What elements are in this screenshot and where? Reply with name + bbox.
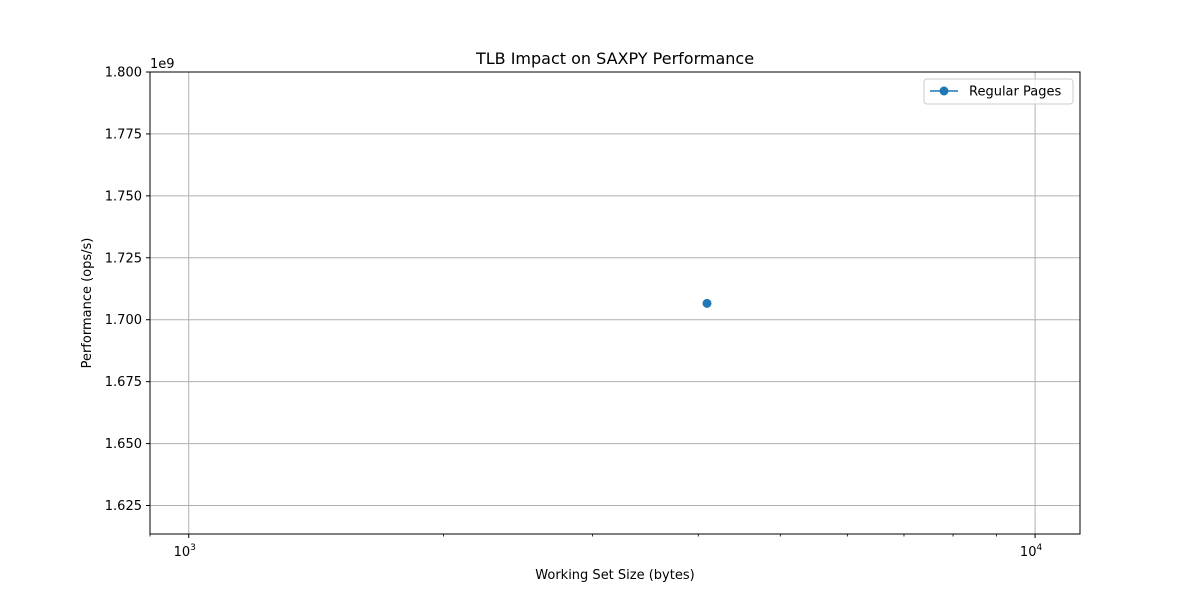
x-axis-label: Working Set Size (bytes): [535, 568, 694, 583]
x-axis-ticks: 103 104: [174, 534, 1043, 560]
y-tick-label: 1.650: [105, 437, 142, 452]
legend-frame: [923, 78, 1074, 105]
y-axis-ticks: 1.625 1.650 1.675 1.700 1.725 1.750 1.775 1.800: [105, 66, 150, 514]
y-tick-label: 1.625: [105, 499, 142, 514]
y-tick-label: 1.750: [105, 189, 142, 204]
y-tick-label: 1.700: [105, 313, 142, 328]
legend-label: Regular Pages: [969, 85, 1061, 100]
legend: Regular Pages: [923, 78, 1074, 105]
data-points: [702, 298, 712, 308]
plot-area: [150, 72, 1080, 534]
y-tick-label: 1.725: [105, 251, 142, 266]
legend-marker: [939, 86, 949, 96]
x-tick-label: 103: [174, 543, 196, 560]
y-tick-label: 1.675: [105, 375, 142, 390]
plot-frame: [149, 71, 1081, 535]
y-tick-label: 1.775: [105, 127, 142, 142]
y-tick-label: 1.800: [105, 66, 142, 81]
y-offset-label: 1e9: [150, 57, 175, 72]
x-tick-label: 104: [1020, 543, 1043, 560]
chart-title: TLB Impact on SAXPY Performance: [475, 49, 754, 68]
data-point: [702, 298, 712, 308]
y-axis-label: Performance (ops/s): [80, 238, 95, 369]
